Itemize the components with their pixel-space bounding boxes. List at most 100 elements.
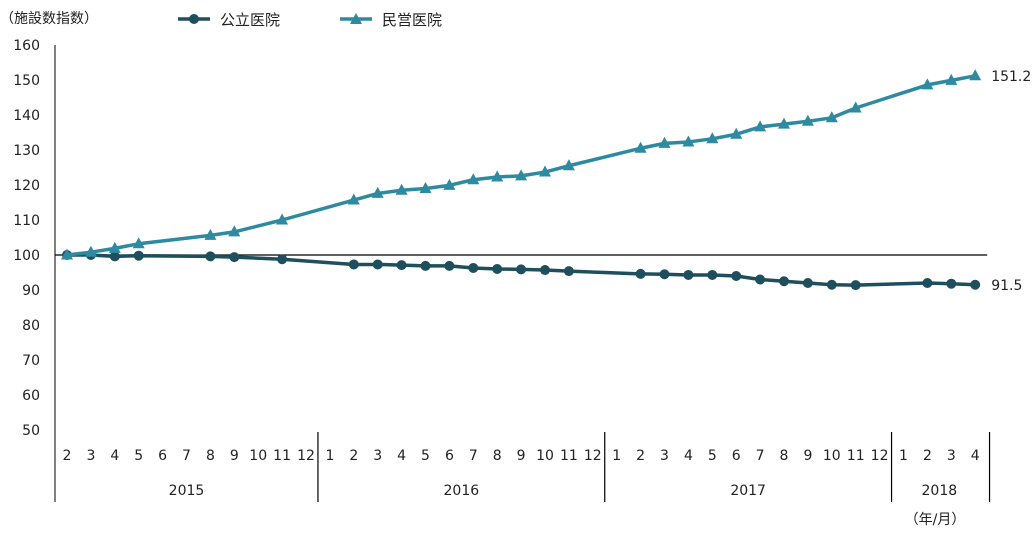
y-tick-label: 70 — [22, 353, 40, 369]
data-point — [659, 269, 670, 280]
y-tick-label: 60 — [22, 388, 40, 404]
data-point — [468, 262, 479, 273]
data-point — [204, 228, 217, 240]
y-tick-label: 160 — [13, 38, 40, 54]
data-point — [921, 78, 934, 90]
data-point — [276, 213, 289, 225]
x-tick-label: 12 — [584, 448, 602, 464]
y-axis-label: （施設数指数） — [0, 11, 98, 27]
x-tick-label: 11 — [847, 448, 865, 464]
data-point — [779, 276, 789, 287]
data-point — [706, 132, 719, 144]
data-point — [731, 271, 742, 281]
data-point — [922, 278, 933, 288]
data-point — [491, 170, 504, 182]
data-point — [969, 69, 982, 81]
x-tick-label: 10 — [249, 448, 267, 464]
y-tick-label: 80 — [22, 318, 40, 334]
data-point — [132, 237, 145, 249]
year-label: 2015 — [169, 483, 205, 499]
data-point — [420, 260, 431, 271]
legend: 公立医院 民営医院 — [178, 11, 442, 29]
x-tick-label: 2 — [63, 448, 72, 464]
x-tick-label: 7 — [756, 448, 765, 464]
x-tick-label: 5 — [421, 448, 430, 464]
y-tick-label: 110 — [13, 213, 40, 229]
x-tick-label: 8 — [206, 448, 215, 464]
data-point — [277, 254, 288, 265]
data-point — [396, 260, 407, 271]
x-tick-label: 10 — [823, 448, 841, 464]
x-tick-label: 1 — [899, 448, 908, 464]
x-tick-label: 2 — [349, 448, 358, 464]
series-line-1 — [66, 74, 976, 257]
end-value-label: 151.2 — [991, 69, 1031, 85]
x-tick-label: 8 — [780, 448, 789, 464]
y-tick-label: 150 — [13, 73, 40, 89]
year-label: 2016 — [444, 483, 480, 499]
plot-area: 91.5 151.2 — [55, 69, 1031, 294]
x-tick-label: 5 — [134, 448, 143, 464]
data-point — [443, 178, 456, 190]
y-tick-label: 50 — [22, 423, 40, 439]
data-point — [801, 114, 814, 126]
x-tick-label: 9 — [803, 448, 812, 464]
data-point — [682, 135, 695, 147]
x-tick-label: 8 — [493, 448, 502, 464]
x-tick-label: 2 — [636, 448, 645, 464]
data-point — [802, 278, 813, 288]
data-point — [634, 141, 647, 153]
x-tick-label: 3 — [373, 448, 382, 464]
data-point — [754, 120, 767, 132]
x-tick-label: 2 — [923, 448, 932, 464]
data-point — [826, 279, 837, 290]
data-point — [205, 251, 216, 262]
data-point — [540, 265, 550, 276]
data-point — [563, 266, 574, 277]
data-point — [970, 279, 981, 290]
x-tick-label: 1 — [612, 448, 621, 464]
data-point — [755, 274, 766, 285]
data-point — [348, 259, 359, 270]
x-tick-label: 11 — [273, 448, 291, 464]
x-tick-label: 12 — [871, 448, 889, 464]
x-tick-label: 4 — [110, 448, 119, 464]
data-point — [492, 264, 503, 274]
data-point — [444, 260, 455, 271]
data-point — [108, 241, 121, 253]
x-tick-label: 6 — [445, 448, 454, 464]
x-tick-label: 4 — [684, 448, 693, 464]
x-tick-label: 1 — [325, 448, 334, 464]
legend-label-public: 公立医院 — [220, 11, 280, 29]
data-point — [825, 111, 838, 123]
x-tick-label: 7 — [182, 448, 191, 464]
legend-label-private: 民営医院 — [382, 11, 442, 29]
x-tick-label: 12 — [297, 448, 315, 464]
x-tick-label: 5 — [708, 448, 717, 464]
year-label: 2017 — [730, 483, 766, 499]
year-label: 2018 — [922, 483, 958, 499]
y-tick-label: 140 — [13, 108, 40, 124]
data-point — [849, 101, 862, 113]
legend-marker-public — [189, 14, 199, 24]
data-point — [562, 159, 575, 171]
x-axis: 2 3 4 5 6 7 8 9 10 11 12 1 2 3 4 5 6 7 8 9 10 11 12 1 2 3 4 5 6 7 8 9 10… — [63, 432, 991, 502]
x-tick-label: 9 — [517, 448, 526, 464]
x-tick-label: 3 — [947, 448, 956, 464]
data-point — [372, 259, 383, 270]
data-point — [419, 182, 432, 193]
data-point — [539, 165, 551, 177]
data-point — [850, 280, 861, 291]
x-tick-label: 7 — [469, 448, 478, 464]
y-tick-label: 120 — [13, 178, 40, 194]
x-tick-label: 4 — [397, 448, 406, 464]
data-point — [730, 127, 743, 139]
x-tick-label: 3 — [660, 448, 669, 464]
legend-marker-private — [350, 13, 362, 24]
data-point — [946, 278, 957, 289]
data-point — [61, 248, 73, 260]
data-point — [395, 183, 408, 195]
x-tick-label: 10 — [536, 448, 554, 464]
y-tick-label: 100 — [13, 248, 40, 264]
